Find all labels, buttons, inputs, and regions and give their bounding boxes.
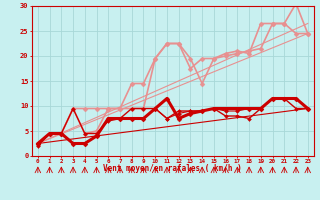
X-axis label: Vent moyen/en rafales ( km/h ): Vent moyen/en rafales ( km/h ) <box>103 164 242 173</box>
